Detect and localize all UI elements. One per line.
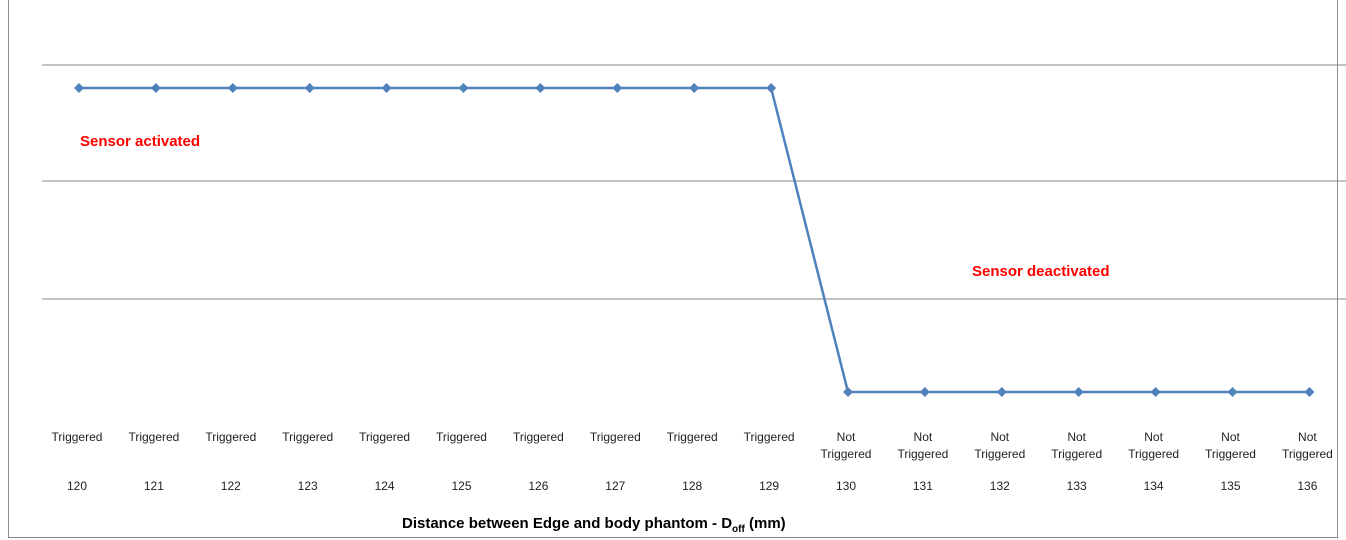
status-label-124-0: Triggered	[359, 430, 410, 444]
data-point-125	[458, 83, 469, 93]
data-point-135	[1227, 387, 1238, 397]
x-tick-labels: 120 121 122 123 124 125 126 127 128 129 130 131 132 1…	[67, 479, 1318, 493]
status-label-126-0: Triggered	[513, 430, 564, 444]
status-label-133-1: Triggered	[1051, 447, 1102, 461]
annotation-sensor-activated: Sensor activated	[80, 133, 200, 150]
status-label-127-0: Triggered	[590, 430, 641, 444]
data-point-129	[766, 83, 777, 93]
data-point-124	[381, 83, 392, 93]
x-axis-title: Distance between Edge and body phantom -…	[402, 515, 786, 535]
series-line-0	[79, 86, 1310, 394]
data-point-128	[689, 83, 700, 93]
status-label-125-0: Triggered	[436, 430, 487, 444]
data-point-123	[304, 83, 315, 93]
x-axis-title-unit: (mm)	[745, 515, 786, 532]
annotation-sensor-deactivated: Sensor deactivated	[972, 263, 1110, 280]
data-point-136	[1304, 387, 1315, 397]
data-point-131	[919, 387, 930, 397]
x-tick-label-121: 121	[144, 479, 164, 493]
data-point-132	[996, 387, 1007, 397]
x-tick-label-136: 136	[1297, 479, 1317, 493]
status-label-134-1: Triggered	[1128, 447, 1179, 461]
data-point-122	[227, 83, 238, 93]
status-label-134-0: Not	[1144, 430, 1163, 444]
status-label-130-0: Not	[837, 430, 856, 444]
data-point-134	[1150, 387, 1161, 397]
x-tick-label-131: 131	[913, 479, 933, 493]
status-label-129-0: Triggered	[744, 430, 795, 444]
x-tick-label-125: 125	[451, 479, 471, 493]
x-tick-label-134: 134	[1144, 479, 1164, 493]
x-tick-label-129: 129	[759, 479, 779, 493]
x-tick-label-132: 132	[990, 479, 1010, 493]
status-label-122-0: Triggered	[205, 430, 256, 444]
status-label-136-0: Not	[1298, 430, 1317, 444]
x-tick-label-122: 122	[221, 479, 241, 493]
data-point-127	[612, 83, 623, 93]
status-label-132-0: Not	[990, 430, 1009, 444]
status-label-120-0: Triggered	[52, 430, 103, 444]
x-tick-label-127: 127	[605, 479, 625, 493]
x-tick-label-128: 128	[682, 479, 702, 493]
status-label-135-0: Not	[1221, 430, 1240, 444]
status-label-135-1: Triggered	[1205, 447, 1256, 461]
status-label-130-1: Triggered	[821, 447, 872, 461]
x-tick-label-133: 133	[1067, 479, 1087, 493]
x-tick-label-126: 126	[528, 479, 548, 493]
status-label-128-0: Triggered	[667, 430, 718, 444]
status-label-123-0: Triggered	[282, 430, 333, 444]
x-tick-label-124: 124	[375, 479, 395, 493]
status-label-136-1: Triggered	[1282, 447, 1333, 461]
data-point-130	[843, 387, 853, 397]
status-label-131-0: Not	[914, 430, 933, 444]
data-point-120	[74, 83, 84, 93]
gridlines	[42, 64, 1346, 300]
data-point-133	[1073, 387, 1084, 397]
status-label-133-0: Not	[1067, 430, 1086, 444]
x-tick-label-130: 130	[836, 479, 856, 493]
status-label-131-1: Triggered	[897, 447, 948, 461]
x-tick-label-135: 135	[1220, 479, 1240, 493]
chart-frame	[8, 0, 1338, 538]
x-tick-label-120: 120	[67, 479, 87, 493]
status-label-121-0: Triggered	[128, 430, 179, 444]
status-label-132-1: Triggered	[974, 447, 1025, 461]
data-point-126	[535, 83, 546, 93]
data-point-121	[150, 83, 161, 93]
x-axis-title-subscript: off	[732, 524, 745, 535]
x-axis-title-main: Distance between Edge and body phantom -…	[402, 515, 732, 532]
x-tick-label-123: 123	[298, 479, 318, 493]
status-labels: Triggered Triggered Triggered Triggered Trig…	[52, 430, 1333, 461]
series-group	[74, 83, 1315, 397]
